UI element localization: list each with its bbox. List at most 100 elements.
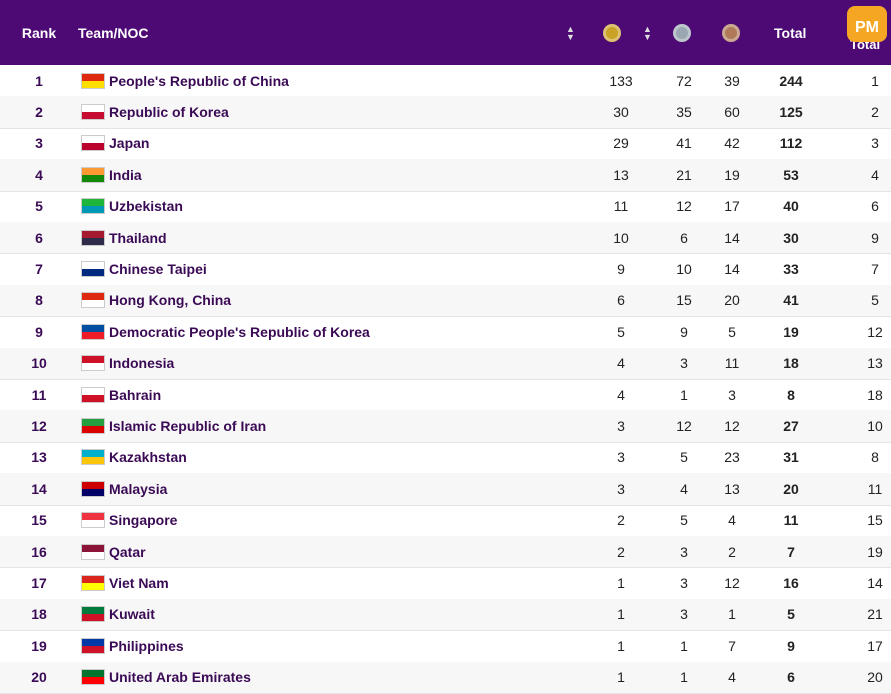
gold-count: 4 [617, 355, 625, 372]
table-row[interactable]: 18 Kuwait 1 3 1 5 21 [0, 598, 891, 632]
team-cell[interactable]: United Arab Emirates [81, 662, 251, 693]
table-row[interactable]: 6 Thailand 10 6 14 30 9 [0, 222, 891, 255]
team-cell[interactable]: Thailand [81, 222, 167, 253]
total-count: 16 [783, 574, 799, 591]
team-cell[interactable]: Qatar [81, 536, 146, 567]
chinese-taipei-flag [81, 260, 105, 277]
rank-cell: 7 [35, 260, 43, 277]
table-row[interactable]: 16 Qatar 2 3 2 7 19 [0, 536, 891, 569]
team-cell[interactable]: Indonesia [81, 348, 174, 379]
team-cell[interactable]: India [81, 159, 142, 190]
rank-by-total: 20 [867, 669, 883, 686]
total-header[interactable]: Total [774, 24, 807, 41]
kazakhstan-flag [81, 449, 105, 466]
table-row[interactable]: 11 Bahrain 4 1 3 8 18 [0, 379, 891, 412]
table-row[interactable]: 13 Kazakhstan 3 5 23 31 8 [0, 442, 891, 475]
total-count: 40 [783, 198, 799, 215]
total-count: 31 [783, 449, 799, 466]
bronze-medal-icon[interactable] [722, 0, 740, 65]
thailand-flag [81, 229, 105, 246]
team-cell[interactable]: Malaysia [81, 473, 167, 504]
silver-count: 35 [676, 103, 692, 120]
team-cell[interactable]: Singapore [81, 505, 177, 536]
team-cell[interactable]: Japan [81, 128, 149, 159]
table-row[interactable]: 9 Democratic People's Republic of Korea … [0, 316, 891, 349]
rank-cell: 1 [35, 72, 43, 89]
india-flag [81, 166, 105, 183]
rank-by-total: 3 [871, 135, 879, 152]
table-row[interactable]: 7 Chinese Taipei 9 10 14 33 7 [0, 253, 891, 286]
table-row[interactable]: 8 Hong Kong, China 6 15 20 41 5 [0, 284, 891, 318]
rank-cell: 6 [35, 229, 43, 246]
gold-count: 5 [617, 323, 625, 340]
table-row[interactable]: 4 India 13 21 19 53 4 [0, 159, 891, 192]
bronze-count: 14 [724, 229, 740, 246]
table-row[interactable]: 1 People's Republic of China 133 72 39 2… [0, 65, 891, 98]
rank-by-total: 1 [871, 72, 879, 89]
table-row[interactable]: 15 Singapore 2 5 4 11 15 [0, 505, 891, 537]
team-cell[interactable]: Viet Nam [81, 567, 169, 598]
team-cell[interactable]: People's Republic of China [81, 65, 289, 96]
table-row[interactable]: 2 Republic of Korea 30 35 60 125 2 [0, 96, 891, 129]
gold-count: 4 [617, 386, 625, 403]
total-count: 8 [787, 386, 795, 403]
table-row[interactable]: 5 Uzbekistan 11 12 17 40 6 [0, 191, 891, 223]
team-name: Republic of Korea [109, 103, 229, 120]
table-row[interactable]: 3 Japan 29 41 42 112 3 [0, 128, 891, 161]
silver-count: 12 [676, 417, 692, 434]
gold-count: 3 [617, 480, 625, 497]
table-row[interactable]: 19 Philippines 1 1 7 9 17 [0, 630, 891, 663]
table-row[interactable]: 10 Indonesia 4 3 11 18 13 [0, 347, 891, 380]
team-cell[interactable]: Republic of Korea [81, 96, 229, 127]
team-cell[interactable]: Uzbekistan [81, 191, 183, 222]
gold-count: 13 [613, 166, 629, 183]
total-count: 5 [787, 606, 795, 623]
table-header: Rank Team/NOC ▲ ▼ ▲ ▼ Total Total PM [0, 0, 891, 65]
rank-cell: 4 [35, 166, 43, 183]
gold-count: 1 [617, 574, 625, 591]
silver-count: 1 [680, 386, 688, 403]
silver-medal-icon[interactable] [673, 0, 691, 65]
team-cell[interactable]: Chinese Taipei [81, 253, 207, 284]
silver-count: 3 [680, 543, 688, 560]
team-cell[interactable]: Bahrain [81, 379, 161, 410]
rank-cell: 2 [35, 103, 43, 120]
total-count: 244 [779, 72, 803, 89]
rank-by-total: 2 [871, 103, 879, 120]
team-cell[interactable]: Kazakhstan [81, 442, 187, 473]
rank-cell: 17 [31, 574, 47, 591]
total-count: 18 [783, 355, 799, 372]
table-row[interactable]: 14 Malaysia 3 4 13 20 11 [0, 473, 891, 506]
gold-count: 3 [617, 417, 625, 434]
team-header[interactable]: Team/NOC [78, 24, 149, 41]
rank-by-total: 13 [867, 355, 883, 372]
silver-count: 5 [680, 449, 688, 466]
rank-cell: 15 [31, 512, 47, 529]
table-row[interactable]: 12 Islamic Republic of Iran 3 12 12 27 1… [0, 410, 891, 443]
team-name: Democratic People's Republic of Korea [109, 323, 370, 340]
total-count: 9 [787, 637, 795, 654]
rank-by-total: 15 [867, 512, 883, 529]
team-cell[interactable]: Kuwait [81, 599, 155, 630]
bronze-count: 19 [724, 166, 740, 183]
bronze-count: 60 [724, 103, 740, 120]
rank-cell: 13 [31, 449, 47, 466]
gold-count: 2 [617, 512, 625, 529]
sort-icon[interactable]: ▲ ▼ [566, 23, 575, 42]
team-cell[interactable]: Islamic Republic of Iran [81, 410, 266, 441]
team-name: Hong Kong, China [109, 292, 232, 309]
total-count: 41 [783, 292, 799, 309]
total-count: 6 [787, 669, 795, 686]
team-cell[interactable]: Philippines [81, 630, 184, 661]
sort-icon[interactable]: ▲ ▼ [643, 23, 652, 42]
gold-medal-icon[interactable] [603, 0, 621, 65]
team-cell[interactable]: Hong Kong, China [81, 285, 231, 316]
rank-header[interactable]: Rank [21, 24, 57, 41]
bronze-count: 4 [728, 512, 736, 529]
silver-count: 21 [676, 166, 692, 183]
team-name: Bahrain [109, 386, 162, 403]
team-cell[interactable]: Democratic People's Republic of Korea [81, 316, 370, 347]
table-row[interactable]: 20 United Arab Emirates 1 1 4 6 20 [0, 661, 891, 694]
table-row[interactable]: 17 Viet Nam 1 3 12 16 14 [0, 567, 891, 600]
